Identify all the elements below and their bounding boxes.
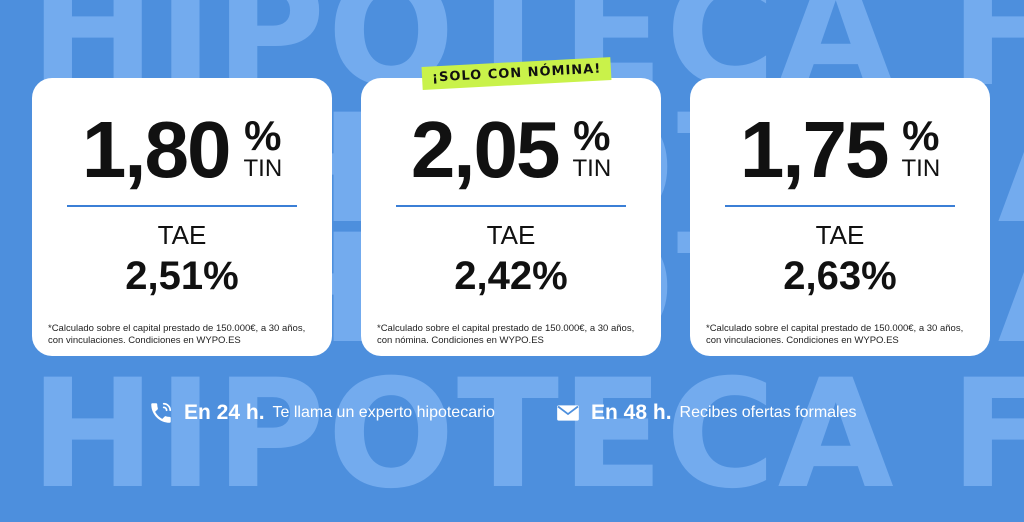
tin-label: TIN	[243, 155, 283, 182]
card-footnote: *Calculado sobre el capital prestado de …	[706, 323, 964, 346]
tin-value: 2,05	[410, 105, 561, 194]
tin-label: TIN	[572, 155, 612, 182]
tae-value: 2,63%	[783, 254, 897, 298]
rate-card-1[interactable]: 1,80 % TIN TAE 2,51% *Calculado sobre el…	[32, 78, 332, 356]
tae-value: 2,51%	[125, 254, 239, 298]
tae-label: TAE	[486, 220, 536, 250]
footer-offer-time: En 48 h.	[591, 401, 672, 424]
percent-sign: %	[902, 112, 940, 159]
card-divider	[725, 205, 955, 207]
card-footnote: *Calculado sobre el capital prestado de …	[48, 323, 306, 346]
footer-offer-info: En 48 h. Recibes ofertas formales	[555, 398, 857, 428]
tin-value: 1,80	[81, 105, 232, 194]
percent-sign: %	[573, 112, 611, 159]
tin-unit: % TIN	[901, 112, 941, 182]
tae-label: TAE	[815, 220, 865, 250]
footer-offer-text: Recibes ofertas formales	[679, 404, 857, 421]
tae-value: 2,42%	[454, 254, 568, 298]
mail-icon	[557, 405, 579, 421]
tin-label: TIN	[901, 155, 941, 182]
tin-row: 1,80 % TIN	[32, 110, 332, 190]
tin-row: 2,05 % TIN	[361, 110, 661, 190]
footer-call-text: Te llama un experto hipotecario	[272, 404, 495, 421]
tin-unit: % TIN	[243, 112, 283, 182]
percent-sign: %	[244, 112, 282, 159]
card-divider	[67, 205, 297, 207]
card-divider	[396, 205, 626, 207]
tin-unit: % TIN	[572, 112, 612, 182]
rate-card-3[interactable]: 1,75 % TIN TAE 2,63% *Calculado sobre el…	[690, 78, 990, 356]
rate-card-2[interactable]: 2,05 % TIN TAE 2,42% *Calculado sobre el…	[361, 78, 661, 356]
card-footnote: *Calculado sobre el capital prestado de …	[377, 323, 635, 346]
tin-value: 1,75	[739, 105, 890, 194]
phone-icon	[151, 402, 172, 423]
tae-label: TAE	[157, 220, 207, 250]
background-watermark-bottom: HIPOTECA FIJA	[30, 348, 1024, 522]
footer-call-time: En 24 h.	[184, 401, 265, 424]
tin-row: 1,75 % TIN	[690, 110, 990, 190]
footer-call-info: En 24 h. Te llama un experto hipotecario	[148, 398, 495, 428]
